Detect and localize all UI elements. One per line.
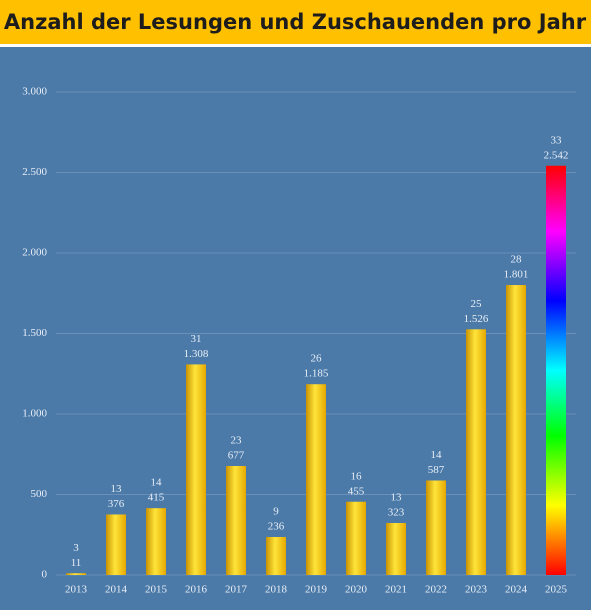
title-rule [0,44,591,47]
bar [306,384,326,575]
value-label: 236 [268,521,285,533]
x-tick-label: 2021 [385,584,407,596]
count-label: 9 [273,506,279,518]
count-label: 25 [471,298,483,310]
x-tick-label: 2019 [305,584,328,596]
y-tick-label: 2.000 [22,247,47,259]
value-label: 455 [348,485,365,497]
count-label: 31 [191,333,202,345]
x-tick-label: 2022 [425,584,447,596]
count-label: 26 [311,353,323,365]
value-label: 1.185 [304,368,329,380]
bar [186,364,206,575]
bar [146,508,166,575]
value-label: 323 [388,507,405,519]
chart-title: Anzahl der Lesungen und Zuschauenden pro… [4,10,587,34]
count-label: 28 [511,254,523,266]
value-label: 1.801 [504,269,529,281]
value-label: 11 [71,557,82,569]
y-tick-label: 1.000 [22,408,47,420]
value-label: 376 [108,498,125,510]
y-tick-label: 3.000 [22,86,47,98]
x-tick-label: 2025 [545,584,568,596]
bar [346,501,366,575]
bar [426,480,446,575]
count-label: 13 [391,492,403,504]
bar [506,285,526,575]
y-tick-label: 1.500 [22,327,47,339]
x-tick-label: 2020 [345,584,368,596]
count-label: 33 [551,134,563,146]
value-label: 677 [228,450,245,462]
x-tick-label: 2014 [105,584,128,596]
bar [226,466,246,575]
x-tick-label: 2024 [505,584,528,596]
count-label: 23 [231,435,243,447]
y-tick-label: 0 [42,569,48,581]
x-tick-label: 2017 [225,584,248,596]
x-tick-label: 2016 [185,584,208,596]
value-label: 1.308 [184,348,209,360]
count-label: 16 [351,470,363,482]
value-label: 415 [148,492,165,504]
bar [266,537,286,575]
y-tick-label: 2.500 [22,166,47,178]
bar [106,514,126,575]
value-label: 587 [428,464,445,476]
x-tick-label: 2023 [465,584,488,596]
count-label: 14 [151,477,163,489]
bar [66,573,86,575]
y-tick-label: 500 [31,488,48,500]
count-label: 14 [431,449,443,461]
count-label: 3 [73,542,79,554]
x-tick-label: 2018 [265,584,288,596]
x-tick-label: 2015 [145,584,168,596]
x-tick-label: 2013 [65,584,88,596]
bar [386,522,406,575]
value-label: 1.526 [464,313,489,325]
title-bar [0,0,591,44]
bar [546,165,566,575]
value-label: 2.542 [544,149,569,161]
count-label: 13 [111,483,123,495]
bar [466,329,486,575]
